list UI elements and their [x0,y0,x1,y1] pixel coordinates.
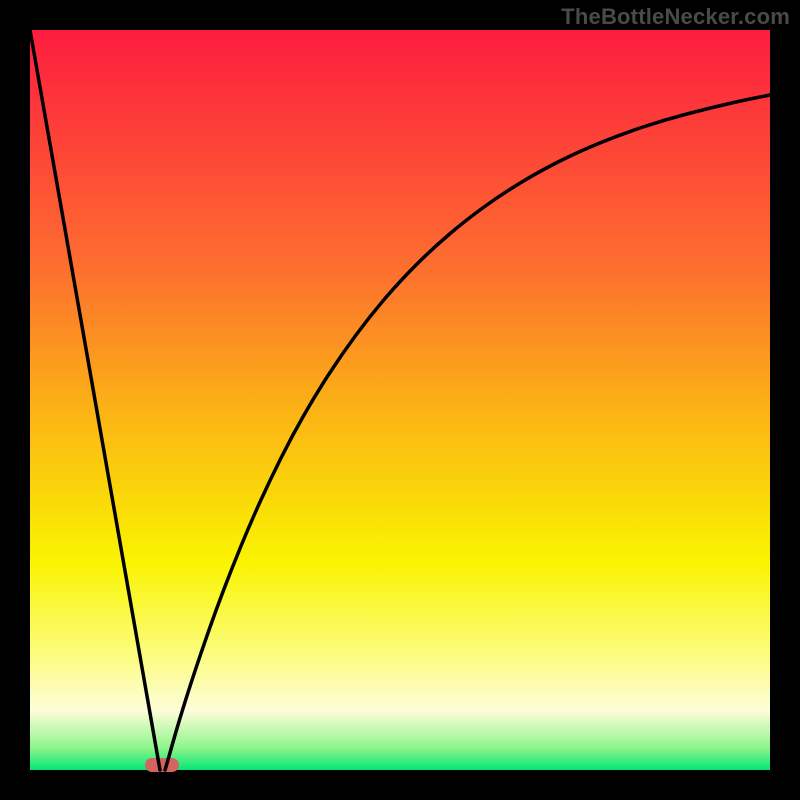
bottleneck-marker [145,758,179,772]
attribution-label: TheBottleNecker.com [561,4,790,30]
bottleneck-chart [0,0,800,800]
chart-container: TheBottleNecker.com [0,0,800,800]
